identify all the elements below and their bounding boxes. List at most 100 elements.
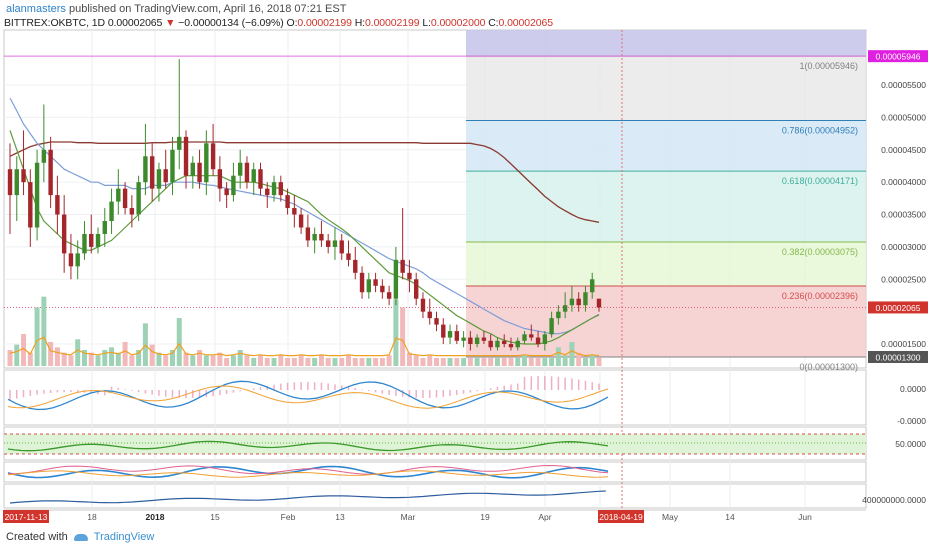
volume-bar — [129, 355, 135, 366]
candle-body — [210, 143, 216, 170]
candle-body — [332, 240, 338, 247]
low-price-tag: 0.00001300 — [876, 352, 921, 362]
candle-body — [495, 340, 500, 348]
time-tag-bg — [3, 510, 49, 523]
volume-bar — [406, 352, 412, 366]
candle-body — [244, 162, 250, 183]
candle-body — [583, 292, 588, 306]
candle-body — [75, 253, 80, 267]
candle-body — [183, 136, 189, 176]
volume-bar — [501, 358, 507, 366]
fib-zone — [466, 171, 866, 243]
volume-bar — [562, 355, 568, 366]
time-tag-label: 2018-04-19 — [599, 512, 643, 522]
volume-bar — [197, 350, 203, 366]
high-value: 0.00002199 — [365, 17, 420, 29]
candle-body — [325, 240, 331, 247]
price-tick-label: 0.00002500 — [881, 274, 926, 284]
volume-bar — [244, 355, 250, 366]
candle-body — [366, 279, 372, 293]
volume-ma-line — [9, 336, 600, 357]
fib-level-label: 0.236(0.00002396) — [782, 291, 858, 301]
candle-body — [21, 169, 26, 183]
volume-bar — [549, 358, 555, 366]
volume-bar — [285, 358, 291, 366]
price-tick-label: 0.00005500 — [881, 80, 926, 90]
candle-body — [576, 298, 581, 306]
indicator-pane-border — [3, 369, 867, 426]
volume-bar — [75, 339, 81, 366]
candle-body — [468, 337, 473, 345]
volume-bar — [149, 344, 155, 366]
volume-bar — [217, 352, 223, 366]
candle-body — [339, 240, 344, 254]
publish-info: alanmasters published on TradingView.com… — [6, 3, 346, 15]
volume-bar — [582, 358, 588, 366]
close-value: 0.00002065 — [498, 17, 554, 29]
price-tick-label: 0.00004000 — [881, 177, 926, 187]
candle-body — [14, 169, 19, 196]
time-tag-bg — [598, 510, 644, 523]
time-tick-label: 2018 — [146, 512, 165, 522]
volume-bar — [535, 358, 541, 366]
candle-body — [258, 169, 263, 189]
published-text: published on TradingView.com, April 16, … — [68, 3, 347, 15]
candle-body — [204, 143, 209, 183]
rsi-band — [4, 434, 866, 454]
volume-bar — [400, 307, 406, 366]
volume-bar — [359, 358, 365, 366]
fib-zone — [466, 56, 866, 121]
obv-line — [9, 490, 606, 504]
tradingview-brand[interactable]: TradingView — [93, 531, 155, 543]
author-link[interactable]: alanmasters — [6, 3, 66, 15]
volume-bar — [454, 358, 460, 366]
candle-body — [535, 337, 541, 345]
sma-mid-line — [9, 97, 600, 335]
candles — [7, 59, 602, 351]
high-price-tag-bg — [868, 50, 928, 63]
volume-bar — [325, 358, 331, 366]
candle-body — [34, 162, 40, 228]
candle-body — [251, 169, 256, 183]
fib-zone — [466, 286, 866, 357]
volume-bar — [122, 342, 128, 366]
volume-bar — [109, 347, 115, 366]
volume-bar — [318, 355, 324, 366]
volume-bar — [183, 352, 189, 366]
candle-body — [89, 233, 94, 247]
fib-zone — [466, 120, 866, 172]
candle-body — [414, 279, 419, 299]
candle-body — [427, 311, 432, 319]
volume-bar — [190, 355, 196, 366]
candle-body — [95, 233, 101, 247]
tradingview-cloud-icon — [73, 533, 88, 541]
volume-bar — [271, 358, 277, 366]
volume-bar — [508, 358, 514, 366]
volume-bar — [332, 358, 338, 366]
volume-bar — [230, 355, 236, 366]
open-label: O: — [286, 17, 298, 29]
candle-body — [285, 195, 290, 209]
candle-body — [265, 188, 270, 196]
candle-body — [82, 233, 87, 254]
volume-bar — [34, 307, 40, 366]
candle-body — [28, 182, 33, 228]
volume-bar — [481, 358, 487, 366]
volume-bar — [257, 355, 263, 366]
price-tick-label: 0.00003500 — [881, 210, 926, 220]
candle-body — [170, 149, 175, 183]
volume-bar — [203, 355, 209, 366]
volume-bar — [589, 355, 595, 366]
indicator-pane-border — [3, 483, 867, 509]
fibonacci-retracement[interactable]: 1(0.00005946) 0.786(0.00004952) 0.618(0.00… — [4, 30, 866, 508]
volume-bar — [156, 352, 162, 366]
candle-body — [474, 337, 480, 345]
time-tick-label: 15 — [210, 512, 220, 522]
volume-bar — [440, 358, 446, 366]
volume-bar — [21, 334, 27, 366]
candle-body — [271, 182, 277, 196]
price-axis: 0.000055000.000050000.000045000.00004000… — [862, 50, 928, 505]
time-tick-label: Feb — [281, 512, 296, 522]
indicator-panes — [4, 376, 866, 504]
